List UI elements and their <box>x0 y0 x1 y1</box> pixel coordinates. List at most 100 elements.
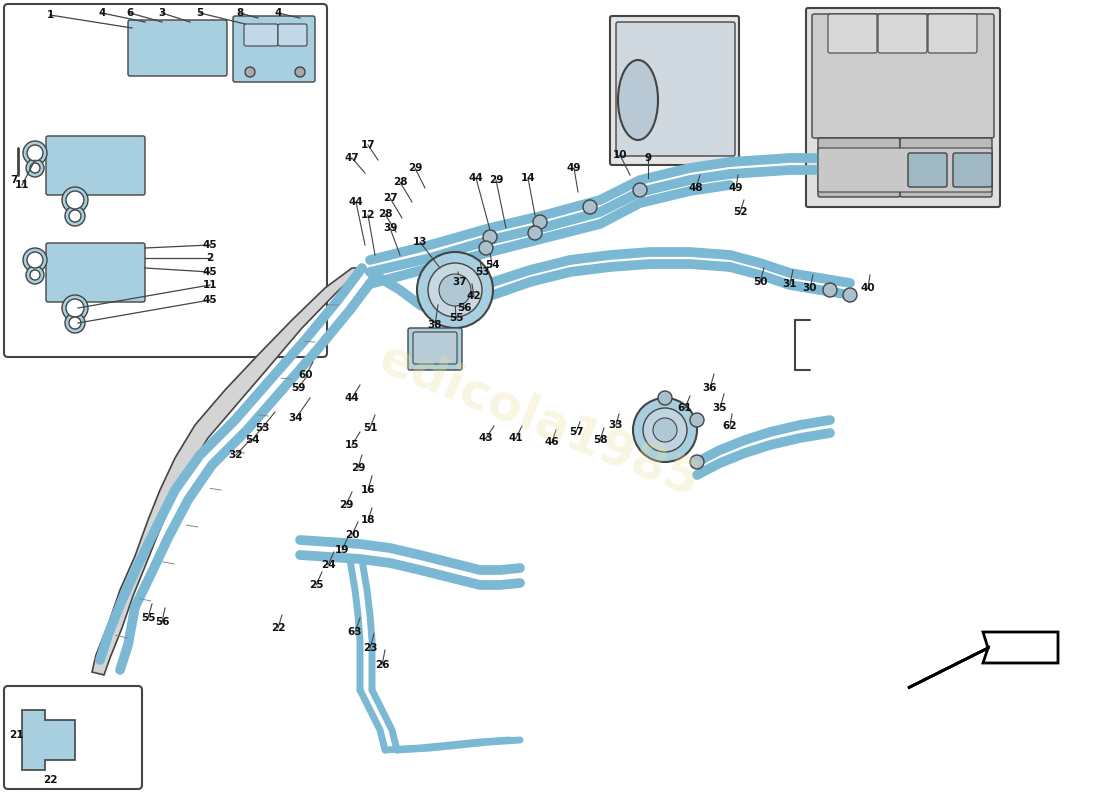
Text: 12: 12 <box>361 210 375 220</box>
Text: 31: 31 <box>783 279 798 289</box>
Circle shape <box>632 398 697 462</box>
Text: 45: 45 <box>202 267 218 277</box>
Circle shape <box>478 241 493 255</box>
Text: 46: 46 <box>544 437 559 447</box>
Circle shape <box>23 248 47 272</box>
Text: 4: 4 <box>98 8 106 18</box>
Text: 35: 35 <box>713 403 727 413</box>
Text: 45: 45 <box>202 240 218 250</box>
Text: 40: 40 <box>860 283 876 293</box>
Circle shape <box>62 295 88 321</box>
Text: 28: 28 <box>393 177 407 187</box>
Text: 43: 43 <box>478 433 493 443</box>
FancyBboxPatch shape <box>4 4 327 357</box>
Circle shape <box>26 159 44 177</box>
Text: 5: 5 <box>197 8 204 18</box>
Text: 29: 29 <box>488 175 503 185</box>
Circle shape <box>30 270 40 280</box>
Text: 39: 39 <box>383 223 397 233</box>
Text: 56: 56 <box>456 303 471 313</box>
Circle shape <box>26 266 44 284</box>
Circle shape <box>644 408 688 452</box>
FancyBboxPatch shape <box>278 24 307 46</box>
Text: 55: 55 <box>141 613 155 623</box>
Circle shape <box>66 191 84 209</box>
Text: 20: 20 <box>344 530 360 540</box>
Text: 29: 29 <box>351 463 365 473</box>
Text: 37: 37 <box>453 277 468 287</box>
Text: 7: 7 <box>10 175 18 185</box>
Text: 47: 47 <box>344 153 360 163</box>
Circle shape <box>23 141 47 165</box>
FancyBboxPatch shape <box>233 16 315 82</box>
Ellipse shape <box>618 60 658 140</box>
Text: 11: 11 <box>14 180 30 190</box>
Text: 23: 23 <box>363 643 377 653</box>
FancyBboxPatch shape <box>46 243 145 302</box>
Text: 38: 38 <box>428 320 442 330</box>
Polygon shape <box>92 268 362 675</box>
Text: 6: 6 <box>126 8 133 18</box>
Text: 25: 25 <box>309 580 323 590</box>
Text: 52: 52 <box>733 207 747 217</box>
FancyBboxPatch shape <box>818 148 992 192</box>
Text: 57: 57 <box>569 427 583 437</box>
Text: 54: 54 <box>244 435 260 445</box>
Circle shape <box>69 210 81 222</box>
Text: 49: 49 <box>566 163 581 173</box>
Text: 4: 4 <box>274 8 282 18</box>
Text: 62: 62 <box>723 421 737 431</box>
Text: 53: 53 <box>475 267 490 277</box>
Text: 33: 33 <box>608 420 624 430</box>
Text: 2: 2 <box>207 253 213 263</box>
FancyBboxPatch shape <box>818 138 900 197</box>
Text: 17: 17 <box>361 140 375 150</box>
Circle shape <box>428 263 482 317</box>
Circle shape <box>690 413 704 427</box>
Text: 22: 22 <box>43 775 57 785</box>
Text: 8: 8 <box>236 8 243 18</box>
Circle shape <box>653 418 676 442</box>
Circle shape <box>245 67 255 77</box>
FancyBboxPatch shape <box>900 138 992 197</box>
Text: 54: 54 <box>485 260 499 270</box>
Text: 3: 3 <box>158 8 166 18</box>
Text: 29: 29 <box>339 500 353 510</box>
Text: 1: 1 <box>46 10 54 20</box>
FancyBboxPatch shape <box>812 14 994 138</box>
Circle shape <box>295 67 305 77</box>
FancyBboxPatch shape <box>610 16 739 165</box>
Text: 56: 56 <box>155 617 169 627</box>
Circle shape <box>30 163 40 173</box>
Text: 9: 9 <box>645 153 651 163</box>
FancyBboxPatch shape <box>908 153 947 187</box>
Circle shape <box>417 252 493 328</box>
Text: 59: 59 <box>290 383 305 393</box>
FancyBboxPatch shape <box>828 14 877 53</box>
FancyBboxPatch shape <box>928 14 977 53</box>
Text: 21: 21 <box>9 730 23 740</box>
Text: 53: 53 <box>255 423 270 433</box>
FancyBboxPatch shape <box>616 22 735 156</box>
Text: 44: 44 <box>349 197 363 207</box>
Circle shape <box>66 299 84 317</box>
Text: 36: 36 <box>703 383 717 393</box>
FancyBboxPatch shape <box>412 332 456 364</box>
Polygon shape <box>908 632 1058 688</box>
Circle shape <box>62 187 88 213</box>
Text: 63: 63 <box>348 627 362 637</box>
Text: 51: 51 <box>363 423 377 433</box>
Text: 58: 58 <box>593 435 607 445</box>
Text: 14: 14 <box>520 173 536 183</box>
Text: 15: 15 <box>344 440 360 450</box>
Circle shape <box>65 313 85 333</box>
Polygon shape <box>22 710 75 770</box>
Text: 22: 22 <box>271 623 285 633</box>
Text: 29: 29 <box>408 163 422 173</box>
Circle shape <box>690 455 704 469</box>
Text: 24: 24 <box>321 560 336 570</box>
Text: 16: 16 <box>361 485 375 495</box>
Text: 32: 32 <box>229 450 243 460</box>
FancyBboxPatch shape <box>4 686 142 789</box>
Text: 55: 55 <box>449 313 463 323</box>
